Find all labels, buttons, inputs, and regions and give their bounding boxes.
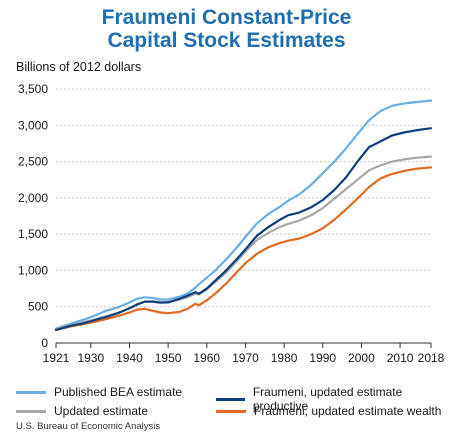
legend-item-3: Fraumeni, updated estimate wealth xyxy=(216,404,441,418)
x-tick-label-2: 1940 xyxy=(116,351,143,365)
series-line-3 xyxy=(54,166,433,331)
legend-item-0: Published BEA estimate xyxy=(16,385,182,399)
legend-label-1: Fraumeni, updated estimate productive xyxy=(252,385,403,413)
legend-swatch-2 xyxy=(16,409,46,413)
legend-swatch-3 xyxy=(216,409,246,413)
series-line-0 xyxy=(54,99,433,330)
y-tick-label-7: 3,500 xyxy=(18,82,48,96)
y-tick-label-4: 2,000 xyxy=(18,191,48,205)
chart-title-line-2: Capital Stock Estimates xyxy=(107,29,346,52)
y-tick-label-5: 2,500 xyxy=(18,155,48,169)
legend-label-3: Fraumeni, updated estimate wealth xyxy=(254,404,442,418)
x-tick-label-3: 1950 xyxy=(155,351,182,365)
y-tick-label-0: 0 xyxy=(41,336,48,350)
legend-label-2: Updated estimate xyxy=(54,404,149,418)
y-tick-label-3: 1,500 xyxy=(18,227,48,241)
x-tick-label-0: 1921 xyxy=(43,351,70,365)
legend-label-0: Published BEA estimate xyxy=(54,385,183,399)
x-tick-label-10: 2018 xyxy=(418,351,445,365)
legend-swatch-0 xyxy=(16,390,46,394)
x-tick-label-6: 1980 xyxy=(271,351,298,365)
x-tick-label-7: 1990 xyxy=(309,351,336,365)
series-line-1 xyxy=(54,127,433,331)
x-tick-label-8: 2000 xyxy=(348,351,375,365)
legend-item-2: Updated estimate xyxy=(16,404,148,418)
source-note: U.S. Bureau of Economic Analysis xyxy=(16,421,161,432)
legend-swatch-1 xyxy=(216,397,245,401)
x-tick-label-4: 1960 xyxy=(193,351,220,365)
legend-item-1: Fraumeni, updated estimate productive xyxy=(216,385,453,413)
x-tick-label-5: 1970 xyxy=(232,351,259,365)
y-axis-label: Billions of 2012 dollars xyxy=(16,60,142,74)
x-tick-label-9: 2010 xyxy=(387,351,414,365)
y-tick-label-6: 3,000 xyxy=(18,118,48,132)
chart-title-line-1: Fraumeni Constant-Price xyxy=(101,6,352,29)
x-tick-label-1: 1930 xyxy=(77,351,104,365)
y-tick-label-1: 500 xyxy=(28,300,48,314)
y-tick-label-2: 1,000 xyxy=(18,263,48,277)
